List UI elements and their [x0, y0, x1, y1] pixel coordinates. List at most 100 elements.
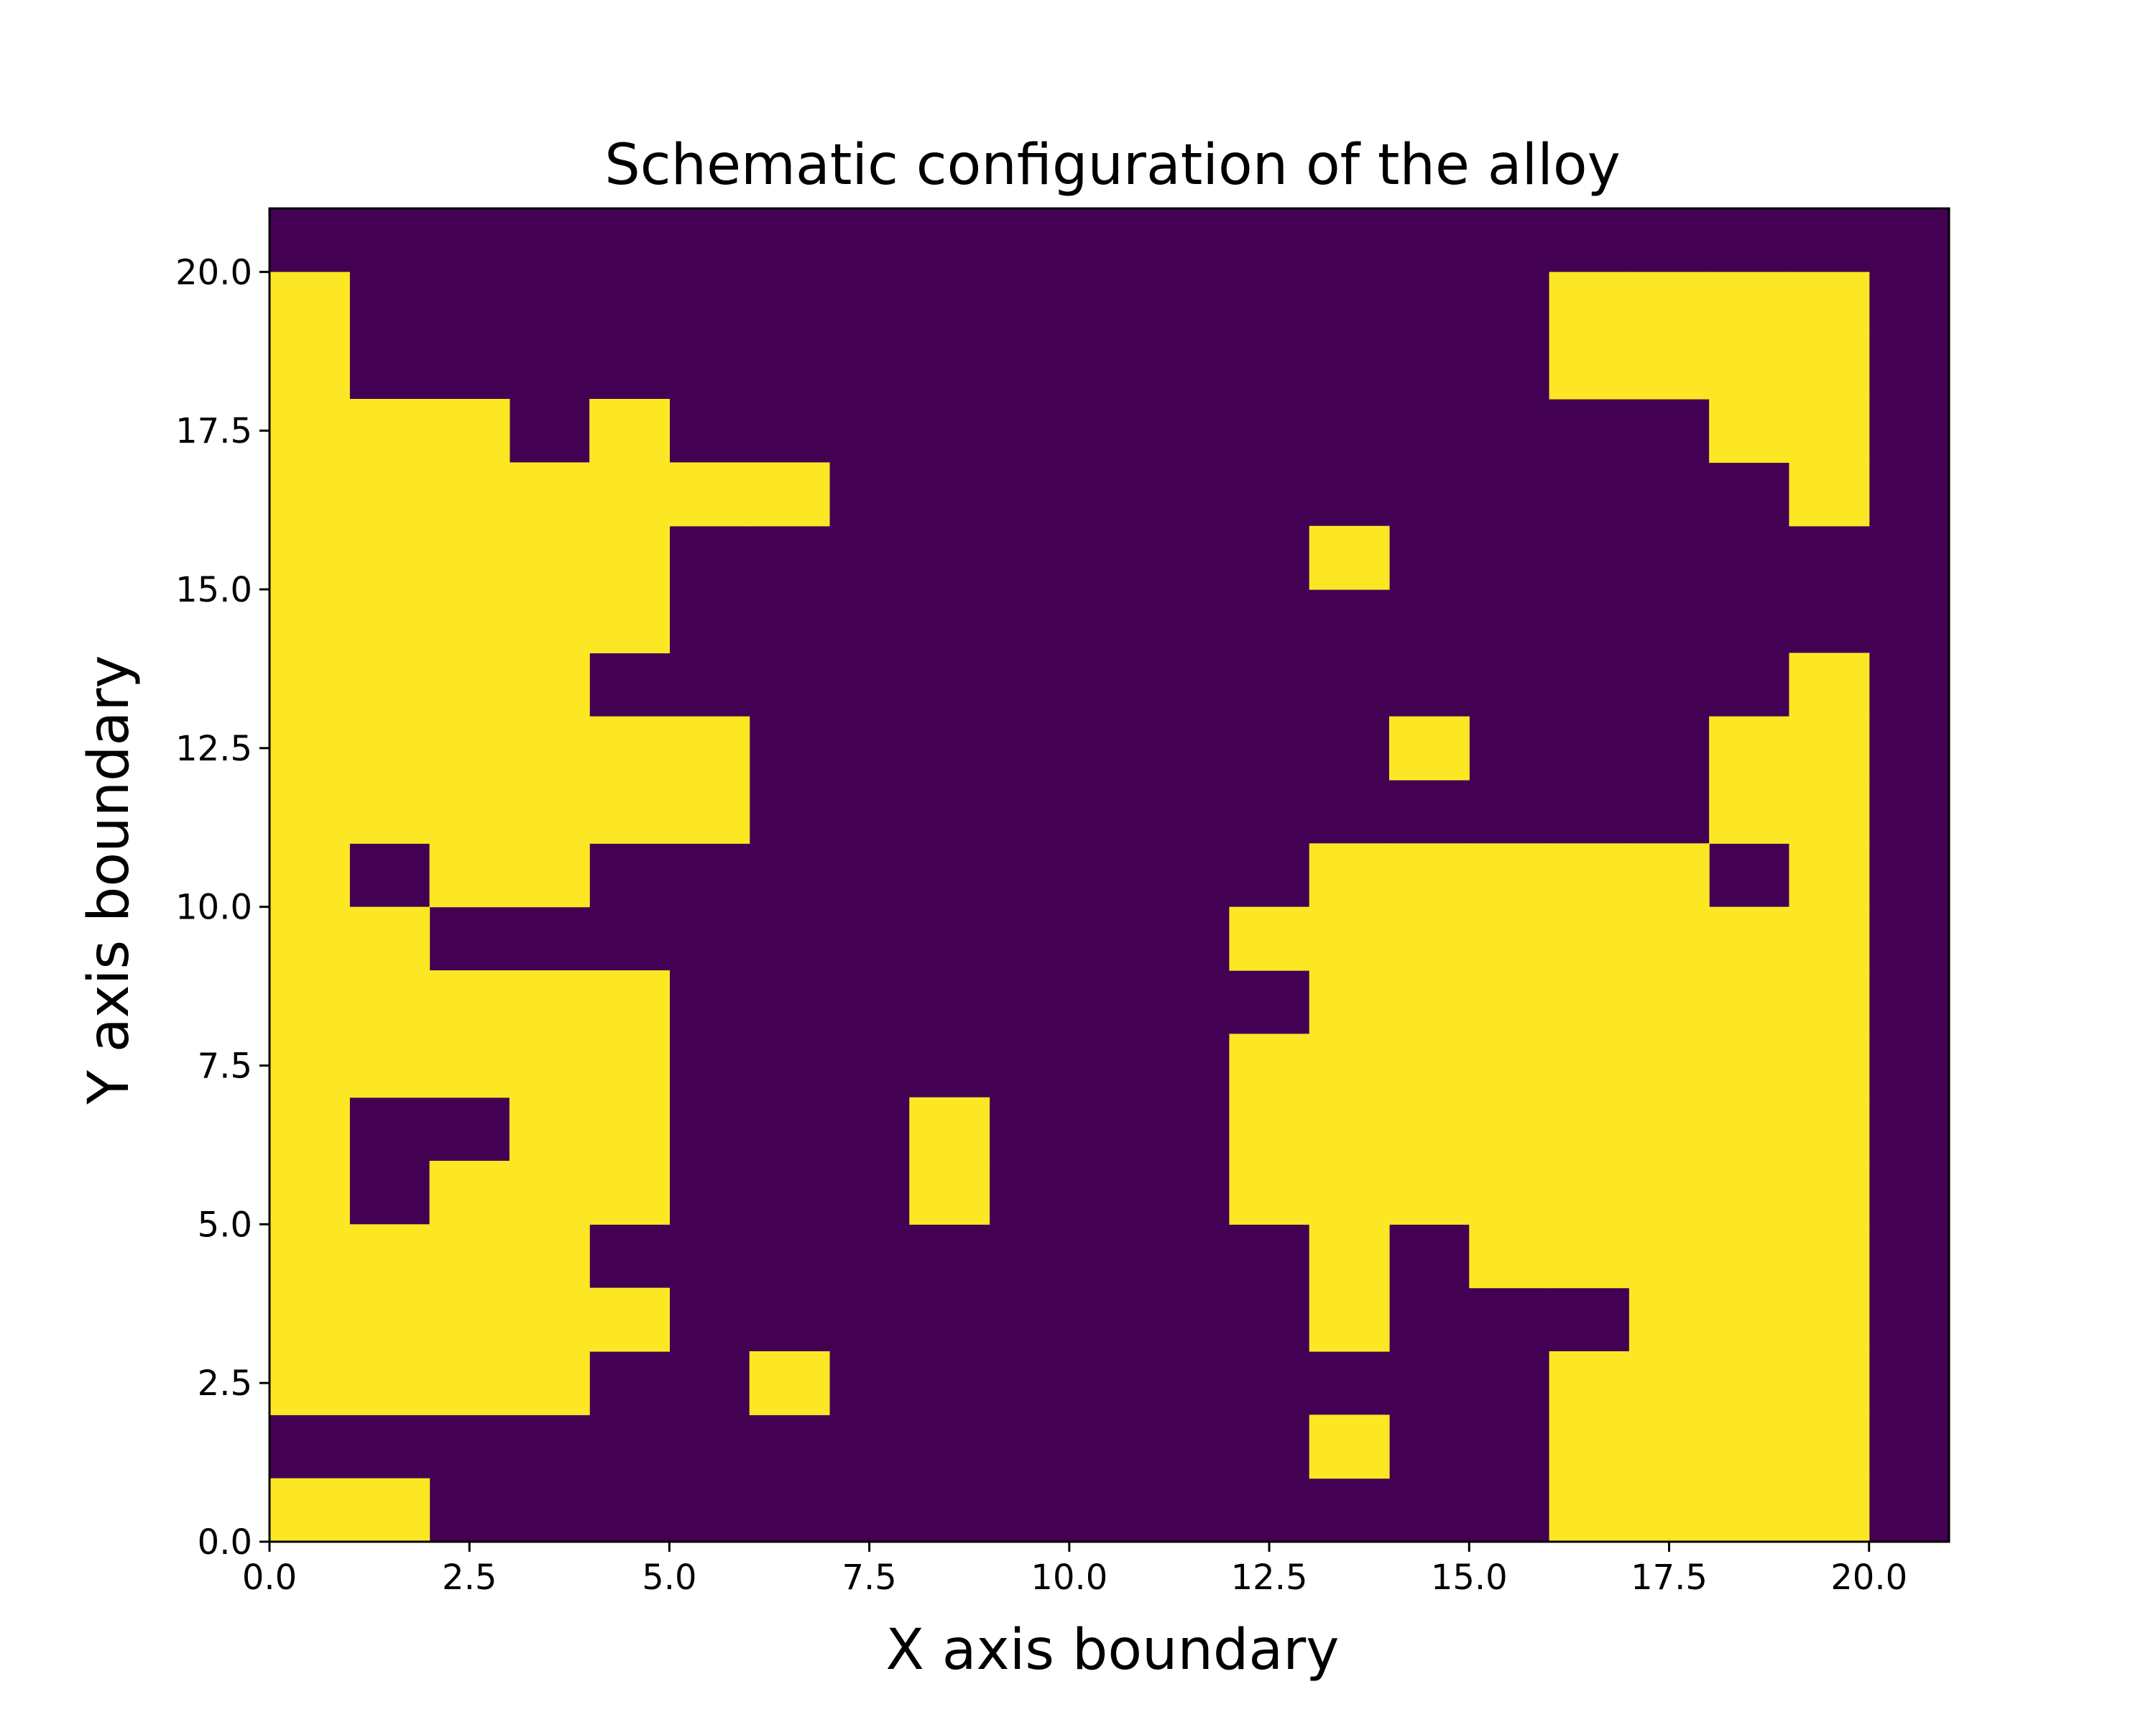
heatmap-cell: [1789, 1097, 1870, 1162]
heatmap-cell: [1789, 1161, 1870, 1225]
heatmap-cell: [349, 1224, 430, 1289]
heatmap-cell: [429, 970, 510, 1034]
heatmap-cell: [1789, 399, 1870, 463]
heatmap-cell: [1549, 335, 1630, 400]
heatmap-cell: [1389, 843, 1470, 908]
heatmap-cell: [1709, 272, 1790, 336]
heatmap-cell: [1789, 1351, 1870, 1415]
heatmap-cell: [509, 1287, 590, 1352]
heatmap-cell: [1549, 1224, 1630, 1289]
heatmap-cell: [509, 1351, 590, 1415]
heatmap-cell: [349, 653, 430, 717]
heatmap-cell: [509, 589, 590, 653]
heatmap-cell: [1789, 272, 1870, 336]
heatmap-cell: [429, 399, 510, 463]
heatmap-cell: [1309, 1034, 1390, 1098]
heatmap-cell: [1789, 335, 1870, 400]
heatmap-cell: [1789, 716, 1870, 781]
heatmap-cell: [429, 716, 510, 781]
heatmap-cell: [429, 780, 510, 844]
heatmap-cell: [1549, 1351, 1630, 1415]
heatmap-cell: [270, 653, 350, 717]
heatmap-cell: [429, 1224, 510, 1289]
heatmap-cell: [349, 1478, 430, 1542]
heatmap-cell: [270, 1478, 350, 1542]
heatmap-cell: [1309, 970, 1390, 1034]
y-tick-label: 17.5: [175, 411, 252, 451]
heatmap-cell: [509, 716, 590, 781]
y-axis: 0.0 2.5 5.0 7.5 10.0 12.5 15.0 17.5 20.0: [175, 252, 270, 1563]
x-tick-label: 12.5: [1231, 1558, 1308, 1598]
heatmap-cell: [270, 1224, 350, 1289]
heatmap-cell: [1309, 1161, 1390, 1225]
heatmap-cell: [1628, 1097, 1710, 1162]
y-axis-label: Y axis boundary: [77, 655, 142, 1105]
heatmap-cell: [270, 1351, 350, 1415]
heatmap-cell: [270, 1034, 350, 1098]
heatmap-cell: [429, 843, 510, 908]
heatmap-cell: [509, 653, 590, 717]
heatmap-cell: [1709, 1224, 1790, 1289]
heatmap-cell: [509, 462, 590, 527]
heatmap-cell: [509, 1224, 590, 1289]
heatmap-cell: [429, 1351, 510, 1415]
heatmap-cell: [1789, 843, 1870, 908]
heatmap-cell: [589, 1287, 671, 1352]
heatmap-cell: [1709, 1097, 1790, 1162]
heatmap-cell: [270, 843, 350, 908]
heatmap-cell: [1549, 970, 1630, 1034]
heatmap-cell: [1549, 1161, 1630, 1225]
heatmap-cell: [509, 525, 590, 590]
heatmap-cell: [1469, 906, 1550, 971]
heatmap-cell: [1709, 780, 1790, 844]
heatmap-cell: [1469, 970, 1550, 1034]
heatmap-cell: [1628, 1034, 1710, 1098]
heatmap-cell: [1389, 1161, 1470, 1225]
heatmap-cell: [1709, 335, 1790, 400]
heatmap-cell: [589, 780, 671, 844]
heatmap-cell: [1789, 1287, 1870, 1352]
heatmap-cell: [1709, 399, 1790, 463]
heatmap-cell: [1469, 1224, 1550, 1289]
heatmap-cell: [1789, 653, 1870, 717]
y-tick-label: 10.0: [175, 888, 252, 928]
heatmap-cell: [1309, 1287, 1390, 1352]
y-tick-label: 20.0: [175, 252, 252, 293]
heatmap-cell: [1229, 1161, 1310, 1225]
heatmap-cell: [270, 462, 350, 527]
x-tick-label: 15.0: [1431, 1558, 1508, 1598]
heatmap-cell: [1229, 1097, 1310, 1162]
heatmap-cell: [1469, 1097, 1550, 1162]
heatmap-cell: [1549, 843, 1630, 908]
heatmap-cell: [1549, 906, 1630, 971]
x-tick-label: 2.5: [442, 1558, 497, 1598]
heatmap-cell: [589, 1034, 671, 1098]
heatmap-cell: [1789, 1478, 1870, 1542]
y-tick-label: 5.0: [198, 1205, 252, 1245]
heatmap-cell: [1628, 843, 1710, 908]
heatmap-cell: [509, 1161, 590, 1225]
heatmap-cell: [1549, 1034, 1630, 1098]
x-tick-label: 5.0: [642, 1558, 696, 1598]
heatmap-cell: [1389, 716, 1470, 781]
heatmap-cell: [1709, 1414, 1790, 1479]
heatmap-cells: [270, 208, 1949, 1542]
heatmap-cell: [1389, 1034, 1470, 1098]
heatmap-cell: [589, 589, 671, 653]
heatmap-cell: [349, 525, 430, 590]
heatmap-cell: [1628, 1478, 1710, 1542]
heatmap-cell: [509, 843, 590, 908]
x-axis-label: X axis boundary: [886, 1618, 1340, 1683]
heatmap-cell: [1309, 525, 1390, 590]
heatmap-cell: [1309, 1224, 1390, 1289]
heatmap-cell: [270, 906, 350, 971]
x-tick-label: 17.5: [1631, 1558, 1708, 1598]
heatmap-cell: [270, 1161, 350, 1225]
y-tick-label: 15.0: [175, 570, 252, 610]
heatmap-cell: [349, 399, 430, 463]
heatmap-cell: [589, 1161, 671, 1225]
heatmap-cell: [1469, 1034, 1550, 1098]
heatmap-cell: [1309, 843, 1390, 908]
heatmap-cell: [1628, 1414, 1710, 1479]
